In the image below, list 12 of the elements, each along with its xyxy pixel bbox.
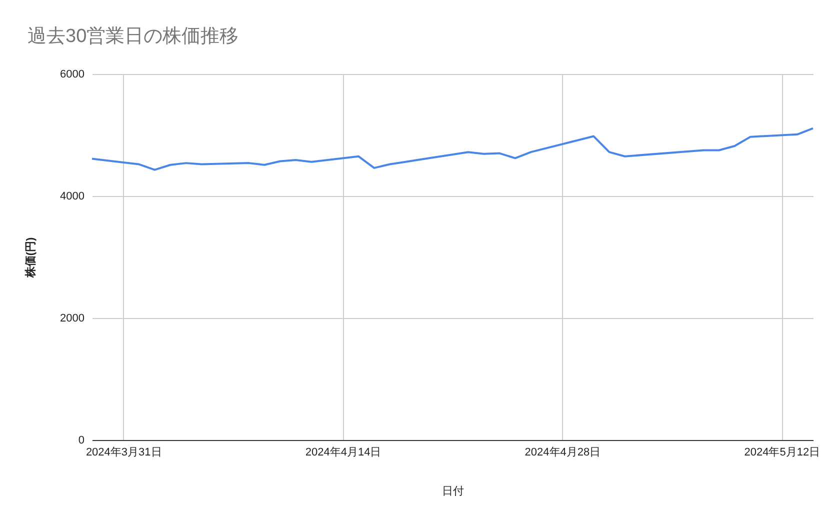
y-axis-title: 株価(円): [24, 237, 38, 279]
x-tick-label: 2024年3月31日: [86, 446, 162, 458]
y-tick-label: 4000: [60, 190, 84, 202]
chart-title: 過去30営業日の株価推移: [28, 26, 239, 47]
y-tick-label: 0: [78, 434, 84, 446]
x-tick-label: 2024年4月28日: [524, 446, 601, 458]
x-tick-label: 2024年5月12日: [744, 446, 820, 458]
line-series: [91, 127, 814, 171]
x-axis-title: 日付: [442, 486, 464, 498]
y-tick-label: 6000: [60, 68, 84, 80]
y-tick-label: 2000: [60, 312, 84, 324]
x-tick-label: 2024年4月14日: [305, 446, 382, 458]
